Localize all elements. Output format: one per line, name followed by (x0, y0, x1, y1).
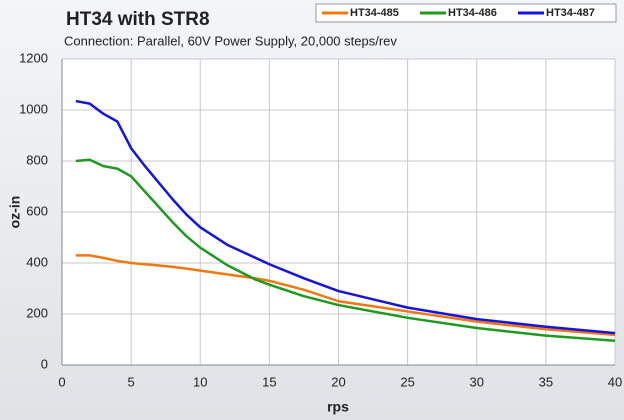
x-tick-label: 35 (539, 374, 553, 389)
legend-label: HT34-485 (350, 7, 399, 19)
x-tick-label: 0 (58, 374, 65, 389)
legend-box (315, 3, 617, 23)
x-tick-label: 10 (193, 374, 207, 389)
y-tick-label: 1200 (19, 50, 48, 65)
series-line (75, 254, 616, 337)
y-tick-label: 1000 (19, 101, 48, 116)
y-tick-label: 600 (26, 203, 48, 218)
x-tick-label: 25 (400, 374, 414, 389)
x-tick-label: 40 (608, 374, 622, 389)
y-tick-label: 400 (26, 254, 48, 269)
legend-label: HT34-486 (448, 7, 497, 19)
chart-title: HT34 with STR8 (66, 9, 210, 30)
y-tick-label: 0 (41, 356, 48, 371)
legend-label: HT34-487 (546, 7, 595, 19)
y-tick-label: 800 (26, 152, 48, 167)
x-tick-label: 5 (128, 374, 135, 389)
x-tick-label: 15 (262, 374, 276, 389)
y-tick-label: 200 (26, 305, 48, 320)
x-tick-label: 30 (470, 374, 484, 389)
x-axis-label: rps (327, 399, 349, 415)
chart-subtitle: Connection: Parallel, 60V Power Supply, … (64, 33, 397, 48)
series-line (75, 158, 616, 343)
y-axis-label: oz-in (7, 196, 23, 229)
x-tick-label: 20 (331, 374, 345, 389)
series-line (75, 99, 616, 335)
